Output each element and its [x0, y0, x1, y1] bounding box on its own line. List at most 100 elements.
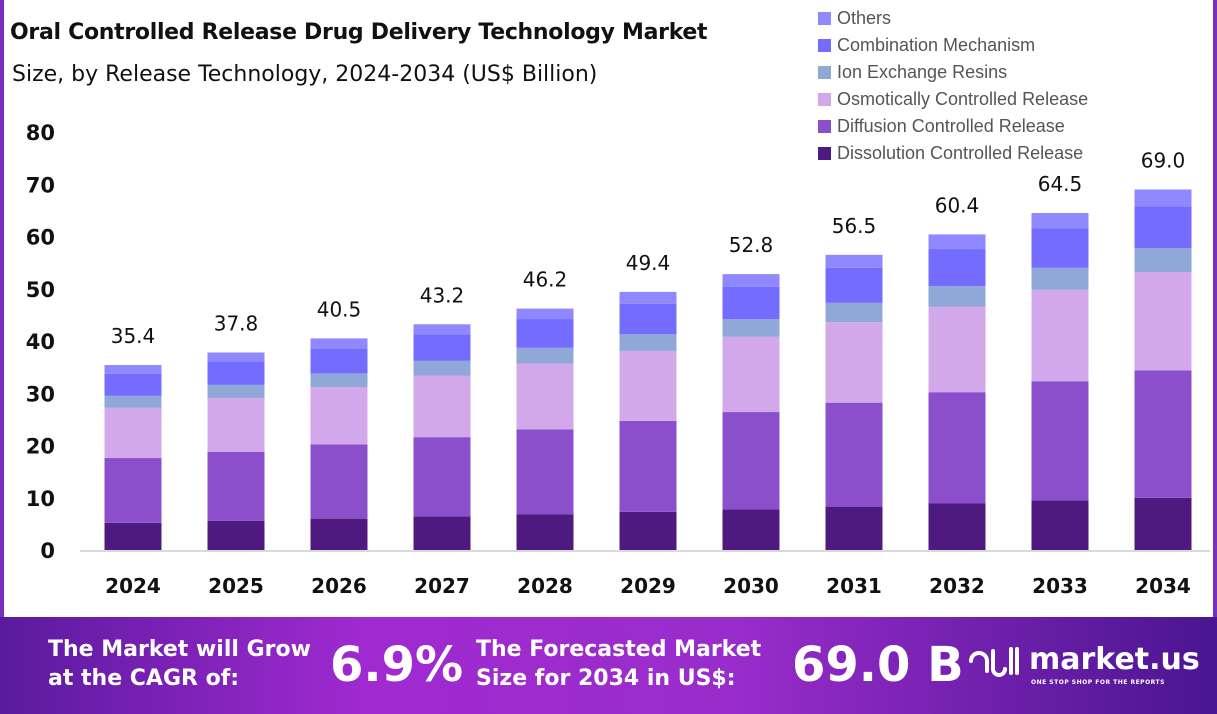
bar-segment-dissolution-controlled-release [722, 509, 780, 550]
bar-segment-combination-mechanism [413, 334, 471, 361]
y-tick-label: 20 [26, 435, 55, 459]
x-tick-label: 2026 [311, 574, 367, 598]
bar-segment-diffusion-controlled-release [104, 458, 162, 523]
bar-segment-ion-exchange-resins [619, 334, 677, 351]
bar-segment-diffusion-controlled-release [1134, 370, 1192, 498]
x-tick-label: 2028 [517, 574, 573, 598]
bar-segment-dissolution-controlled-release [1031, 500, 1089, 550]
bar-segment-osmotically-controlled-release [825, 322, 883, 403]
bar-segment-combination-mechanism [1031, 228, 1089, 268]
chart-subtitle: Size, by Release Technology, 2024-2034 (… [12, 62, 598, 87]
logo-tagline: ONE STOP SHOP FOR THE REPORTS [1031, 679, 1165, 686]
forecast-label-line2: Size for 2034 in US$: [476, 666, 736, 691]
legend-label: Osmotically Controlled Release [837, 89, 1089, 109]
bar-segment-combination-mechanism [928, 249, 986, 287]
bar-segment-combination-mechanism [104, 373, 162, 396]
bar-segment-dissolution-controlled-release [207, 520, 265, 550]
market-us-logo: market.us ONE STOP SHOP FOR THE REPORTS [965, 639, 1200, 686]
total-data-label: 37.8 [214, 311, 259, 335]
bar-segment-ion-exchange-resins [516, 347, 574, 364]
forecast-value: 69.0 B [792, 637, 964, 693]
bar-segment-dissolution-controlled-release [516, 514, 574, 550]
y-tick-label: 70 [26, 173, 55, 197]
x-tick-label: 2031 [826, 574, 882, 598]
bar-segment-ion-exchange-resins [104, 395, 162, 408]
x-tick-label: 2024 [105, 574, 161, 598]
legend-swatch [818, 93, 831, 106]
bar-segment-others [1134, 189, 1192, 207]
total-data-label: 52.8 [729, 233, 774, 257]
legend-item: Ion Exchange Resins [818, 59, 1088, 86]
x-tick-label: 2034 [1135, 574, 1191, 598]
bar-segment-combination-mechanism [310, 348, 368, 374]
stacked-bar-chart: 0102030405060708035.4202437.8202540.5202… [26, 121, 1210, 598]
bar-segment-combination-mechanism [619, 303, 677, 335]
logo-mark-icon [969, 647, 1019, 677]
bar-segment-others [722, 274, 780, 287]
legend-swatch [818, 120, 831, 133]
bar-segment-others [207, 352, 265, 362]
legend-item: Others [818, 5, 1088, 32]
chart-title: Oral Controlled Release Drug Delivery Te… [10, 20, 708, 45]
forecast-label-line1: The Forecasted Market [476, 637, 762, 662]
y-tick-label: 10 [26, 487, 55, 511]
x-tick-label: 2027 [414, 574, 470, 598]
legend-label: Diffusion Controlled Release [837, 116, 1065, 136]
bar-segment-osmotically-controlled-release [928, 306, 986, 393]
bar-segment-osmotically-controlled-release [619, 350, 677, 421]
bar-segment-combination-mechanism [207, 361, 265, 385]
bar-segment-diffusion-controlled-release [310, 444, 368, 519]
bar-segment-osmotically-controlled-release [516, 363, 574, 430]
legend-swatch [818, 147, 831, 160]
cagr-label: The Market will Grow at the CAGR of: [48, 635, 311, 693]
bar-segment-others [619, 291, 677, 304]
y-tick-label: 40 [26, 330, 55, 354]
cagr-label-line1: The Market will Grow [48, 637, 311, 662]
bar-segment-diffusion-controlled-release [516, 429, 574, 515]
legend-label: Dissolution Controlled Release [837, 143, 1084, 163]
legend-item: Osmotically Controlled Release [818, 86, 1088, 113]
bar-segment-ion-exchange-resins [413, 360, 471, 376]
legend-label: Others [837, 8, 892, 28]
bar-segment-others [1031, 212, 1089, 229]
bar-segment-diffusion-controlled-release [722, 412, 780, 510]
bar-segment-combination-mechanism [516, 319, 574, 348]
bar-segment-osmotically-controlled-release [722, 336, 780, 413]
y-tick-label: 50 [26, 278, 55, 302]
x-tick-label: 2029 [620, 574, 676, 598]
y-tick-label: 60 [26, 226, 55, 250]
total-data-label: 49.4 [626, 251, 671, 275]
bar-segment-ion-exchange-resins [825, 302, 883, 323]
total-data-label: 56.5 [832, 214, 877, 238]
cagr-label-line2: at the CAGR of: [48, 666, 240, 691]
bar-segment-ion-exchange-resins [928, 286, 986, 307]
footer-banner: The Market will Grow at the CAGR of: 6.9… [0, 617, 1217, 714]
x-tick-label: 2025 [208, 574, 264, 598]
total-data-label: 69.0 [1141, 148, 1186, 172]
logo-name: market.us [1029, 641, 1200, 677]
legend-label: Ion Exchange Resins [837, 62, 1008, 82]
legend-item: Diffusion Controlled Release [818, 113, 1088, 140]
bar-segment-combination-mechanism [1134, 206, 1192, 248]
x-tick-label: 2033 [1032, 574, 1088, 598]
bar-segment-dissolution-controlled-release [310, 518, 368, 550]
total-data-label: 64.5 [1038, 172, 1083, 196]
bar-segment-ion-exchange-resins [310, 373, 368, 387]
bar-segment-osmotically-controlled-release [310, 386, 368, 445]
cagr-value: 6.9% [330, 637, 464, 693]
legend-item: Dissolution Controlled Release [818, 140, 1088, 167]
bar-segment-diffusion-controlled-release [1031, 381, 1089, 501]
bar-segment-others [516, 308, 574, 320]
bar-segment-ion-exchange-resins [1031, 267, 1089, 290]
legend-item: Combination Mechanism [818, 32, 1088, 59]
total-data-label: 60.4 [935, 193, 980, 217]
bar-segment-osmotically-controlled-release [1134, 272, 1192, 371]
legend-swatch [818, 39, 831, 52]
legend-label: Combination Mechanism [837, 35, 1036, 55]
bar-segment-osmotically-controlled-release [1031, 289, 1089, 382]
x-tick-label: 2030 [723, 574, 779, 598]
bar-segment-ion-exchange-resins [722, 319, 780, 337]
bar-segment-diffusion-controlled-release [207, 451, 265, 521]
bar-segment-ion-exchange-resins [1134, 247, 1192, 273]
bar-segment-combination-mechanism [722, 286, 780, 320]
